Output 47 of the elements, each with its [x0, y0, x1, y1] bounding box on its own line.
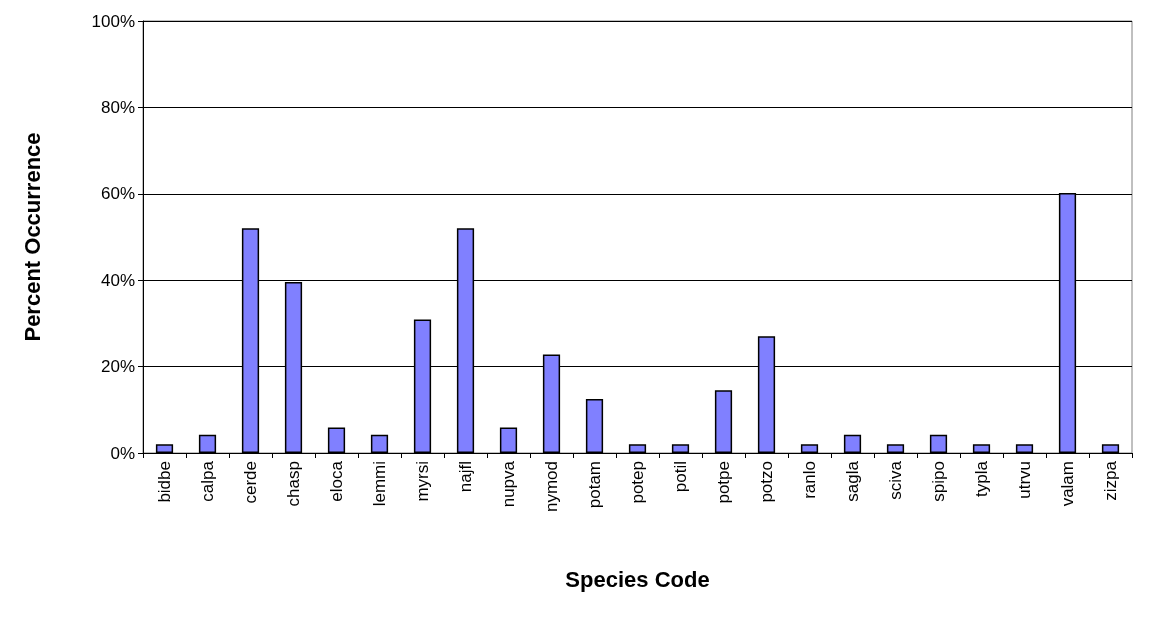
bar: [886, 444, 905, 453]
x-tick-label: typla: [972, 460, 991, 497]
x-tick-label: calpa: [198, 460, 217, 502]
bar: [843, 434, 862, 453]
y-tick-label: 20%: [100, 357, 135, 377]
x-tick-label: nymod: [542, 461, 561, 513]
y-axis-title: Percent Occurrence: [19, 132, 45, 342]
x-tick-label: chasp: [284, 461, 303, 507]
bar: [800, 444, 819, 453]
x-tick-label: zizpa: [1101, 460, 1120, 501]
x-axis-title: Species Code: [565, 566, 710, 592]
x-tick-label: nupva: [499, 460, 518, 508]
bar: [671, 444, 690, 453]
y-tick-label: 80%: [100, 97, 135, 117]
x-tick-label: spipo: [929, 461, 948, 502]
bar: [1101, 444, 1120, 453]
bar: [628, 444, 647, 453]
x-tick-label: sagla: [843, 460, 862, 502]
x-tick-label: eloca: [327, 460, 346, 502]
x-tick-label: lemmi: [370, 461, 389, 507]
bar: [327, 427, 346, 453]
bar: [929, 434, 948, 453]
x-tick-label: potam: [585, 461, 604, 509]
x-tick-label: potep: [628, 461, 647, 504]
x-tick-label: cerde: [241, 461, 260, 504]
x-tick-label: potzo: [757, 461, 776, 503]
bar: [972, 444, 991, 453]
bar: [155, 444, 174, 453]
x-tick-label: valam: [1058, 461, 1077, 507]
bar: [1015, 444, 1034, 453]
y-tick-label: 60%: [100, 184, 135, 204]
y-tick-label: 0%: [110, 443, 135, 463]
bar: [585, 399, 604, 453]
x-tick-label: bidbe: [155, 461, 174, 503]
x-tick-label: sciva: [886, 460, 905, 500]
x-tick-label: utrvu: [1015, 461, 1034, 499]
y-tick-label: 40%: [100, 270, 135, 290]
bar: [499, 427, 518, 453]
bar: [714, 390, 733, 453]
bar: [198, 434, 217, 453]
x-tick-label: potil: [671, 461, 690, 493]
x-tick-label: najfl: [456, 461, 475, 493]
y-tick-label: 100%: [91, 11, 135, 31]
x-tick-label: ranlo: [800, 461, 819, 499]
bar: [370, 434, 389, 453]
x-tick-label: myrsi: [413, 461, 432, 502]
x-tick-label: potpe: [714, 461, 733, 504]
